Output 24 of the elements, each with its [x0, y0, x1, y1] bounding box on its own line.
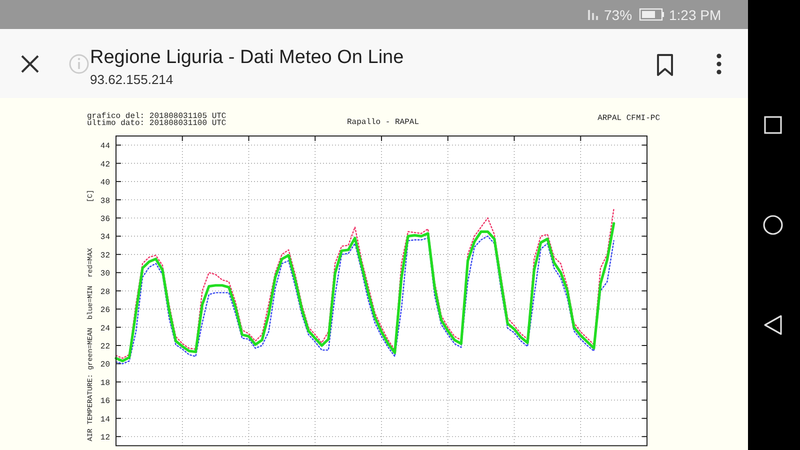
text: Regione Liguria - Dati Meteo On Line — [90, 47, 404, 68]
y-tick-label: 14 — [100, 415, 110, 424]
y-tick-label: 26 — [100, 306, 110, 316]
y-tick-label: 40 — [100, 178, 110, 188]
chart-title: Rapallo - RAPAL — [346, 118, 420, 127]
y-tick-label: 16 — [100, 397, 110, 406]
y-tick-label: 24 — [100, 324, 110, 334]
y-tick-label: 44 — [100, 142, 110, 152]
y-tick-label: 18 — [100, 378, 110, 388]
text: 73% — [604, 7, 632, 23]
y-tick-label: 38 — [100, 196, 110, 206]
y-tick-label: 22 — [100, 342, 110, 352]
text: ultimo dato: 201808031100 UTC — [87, 119, 226, 128]
text: 93.62.155.214 — [90, 72, 174, 87]
y-tick-label: 28 — [100, 288, 110, 297]
text: 1:23 PM — [669, 7, 722, 23]
y-tick-label: 30 — [100, 270, 110, 279]
y-tick-label: 32 — [100, 251, 110, 260]
text: ARPAL CFMI-PC — [598, 114, 660, 123]
y-tick-label: 34 — [100, 233, 110, 242]
y-tick-label: 36 — [100, 214, 110, 224]
y-tick-label: 20 — [100, 360, 110, 370]
y-tick-label: 42 — [100, 160, 110, 170]
y-tick-label: 12 — [100, 434, 110, 443]
